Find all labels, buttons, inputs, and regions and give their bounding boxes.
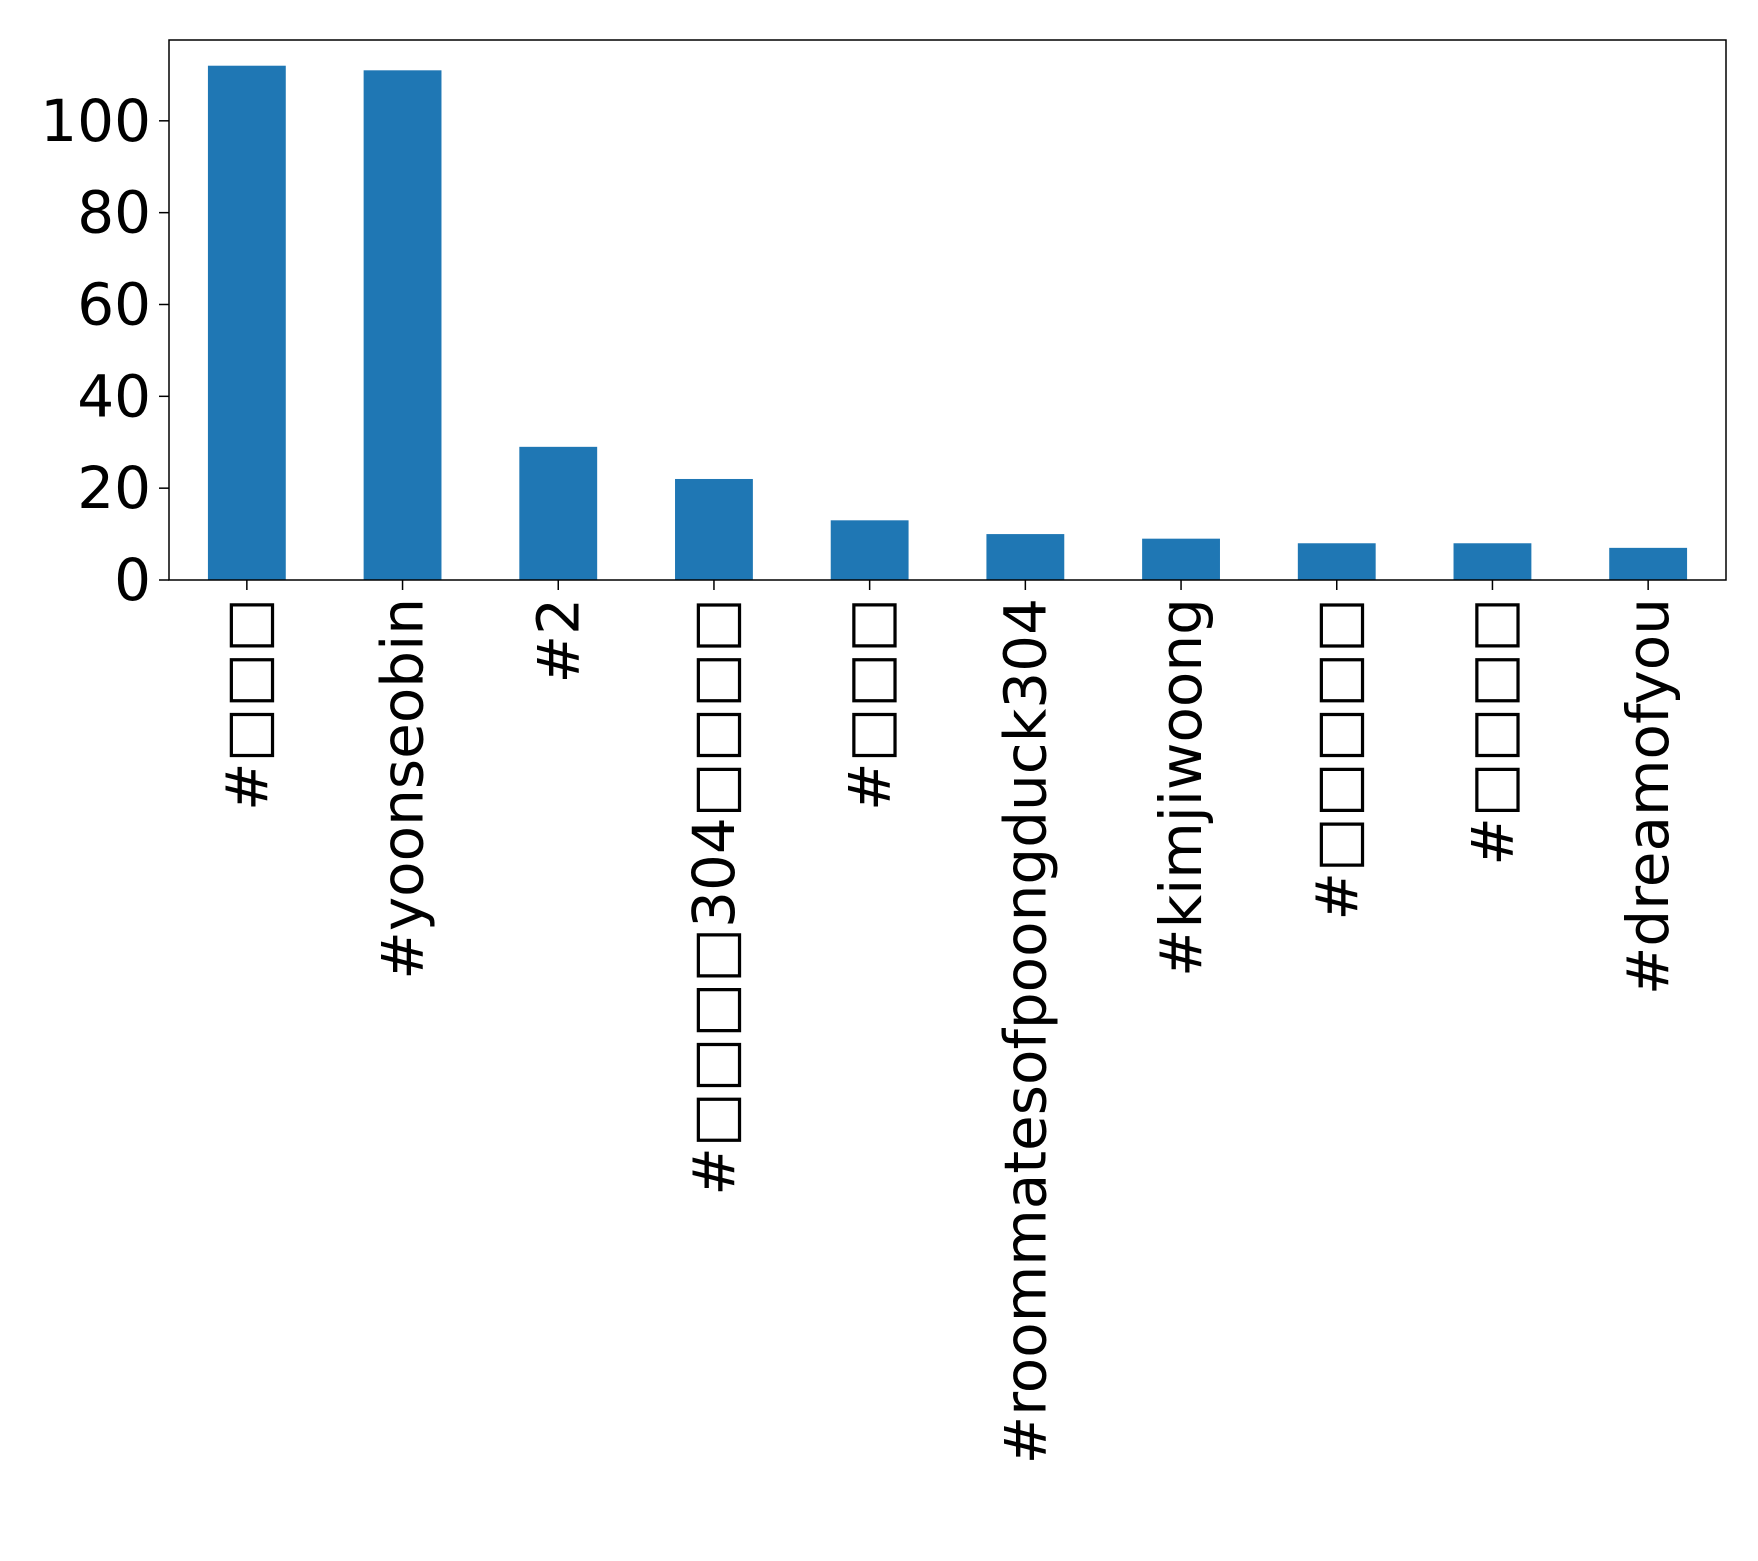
x-tick-label-4: #□□□: [836, 598, 904, 811]
plot-frame: [168, 39, 1727, 581]
x-tick-label-1: #yoonseobin: [369, 598, 437, 980]
x-tick-label-6: #kimjiwoong: [1147, 598, 1215, 977]
bar-6: [1142, 538, 1220, 580]
y-axis: 0 20 40 60 80 100: [40, 87, 169, 614]
bar-2: [519, 446, 598, 580]
y-tick-label-2: 40: [77, 362, 151, 430]
x-tick-label-5: #roommatesofpoongduck304: [991, 598, 1059, 1464]
y-tick-label-1: 20: [77, 454, 151, 522]
y-tick-label-0: 0: [114, 546, 151, 614]
bar-7: [1297, 543, 1376, 580]
x-tick-label-9: #dreamofyou: [1614, 598, 1682, 995]
bar-4: [830, 520, 909, 580]
bar-9: [1609, 547, 1688, 580]
bars-layer: [207, 65, 1688, 580]
x-axis: #□□□ #yoonseobin #2 #□□□□304□□□□ #□□□ #roomma…: [213, 580, 1682, 1464]
y-tick-label-3: 60: [77, 270, 151, 338]
bar-8: [1453, 543, 1532, 580]
x-tick-label-0: #□□□: [213, 598, 281, 811]
x-tick-label-8: #□□□□: [1458, 598, 1526, 866]
y-tick-label-5: 100: [40, 87, 151, 155]
bar-1: [363, 70, 442, 580]
x-tick-label-7: #□□□□□: [1303, 598, 1371, 921]
y-tick-label-4: 80: [77, 179, 151, 247]
x-tick-label-2: #2: [524, 598, 592, 684]
x-tick-label-3: #□□□□304□□□□: [680, 598, 748, 1196]
bar-3: [675, 478, 753, 580]
bar-0: [207, 65, 286, 580]
bar-5: [986, 534, 1065, 580]
